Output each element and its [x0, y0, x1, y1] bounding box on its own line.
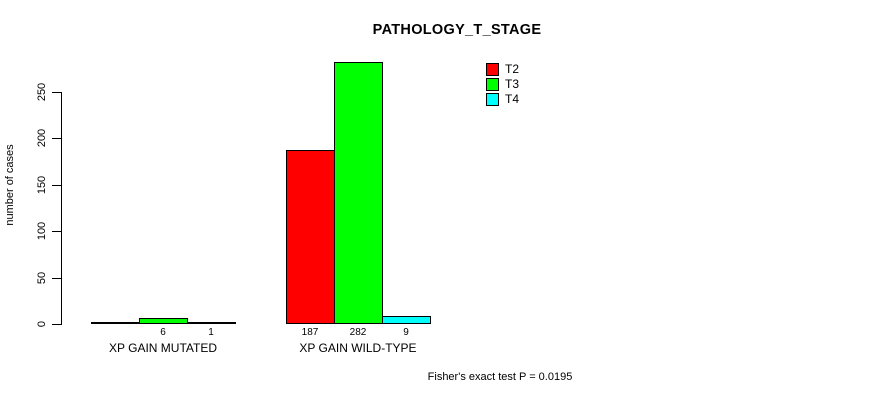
legend-swatch-t2	[486, 63, 499, 76]
y-axis-tick-label: 250	[36, 82, 48, 102]
y-axis-tick	[52, 92, 61, 93]
legend-entry-t2: T2	[486, 62, 519, 77]
legend-entry-t4: T4	[486, 92, 519, 107]
legend-label: T4	[505, 92, 520, 106]
legend-swatch-t3	[486, 78, 499, 91]
bar-value-label: 282	[349, 327, 367, 338]
bar-xp-gain-mutated-t3	[139, 318, 188, 324]
x-axis-category-label: XP GAIN WILD-TYPE	[299, 341, 417, 355]
bar-value-label: 187	[301, 327, 319, 338]
y-axis-label: number of cases	[4, 144, 16, 226]
statistical-test-footnote: Fisher's exact test P = 0.0195	[427, 371, 573, 383]
y-axis-tick-label: 100	[36, 221, 48, 241]
bar-xp-gain-wild-type-t3	[334, 62, 383, 324]
y-axis-tick-label: 150	[36, 175, 48, 195]
bar-value-label: 1	[208, 327, 214, 338]
y-axis-tick-label: 200	[36, 128, 48, 148]
bar-xp-gain-mutated-t4	[187, 322, 236, 324]
bar-value-label: 9	[403, 327, 409, 338]
bar-value-label: 6	[160, 327, 166, 338]
y-axis-tick	[52, 324, 61, 325]
chart-title: PATHOLOGY_T_STAGE	[372, 22, 542, 38]
legend-entry-t3: T3	[486, 77, 519, 92]
legend-label: T3	[505, 77, 520, 91]
legend-swatch-t4	[486, 93, 499, 106]
y-axis-tick-label: 0	[36, 320, 48, 328]
bar-xp-gain-wild-type-t2	[286, 150, 335, 324]
legend-label: T2	[505, 62, 520, 76]
x-axis-category-label: XP GAIN MUTATED	[108, 341, 218, 355]
bar-xp-gain-wild-type-t4	[382, 316, 431, 324]
y-axis-tick	[52, 185, 61, 186]
bar-xp-gain-mutated-t2	[91, 322, 140, 324]
legend: T2 T3 T4	[486, 62, 519, 107]
y-axis-line	[61, 92, 62, 325]
y-axis-tick	[52, 278, 61, 279]
y-axis-tick	[52, 138, 61, 139]
y-axis-tick-label: 50	[36, 271, 48, 285]
y-axis-tick	[52, 231, 61, 232]
